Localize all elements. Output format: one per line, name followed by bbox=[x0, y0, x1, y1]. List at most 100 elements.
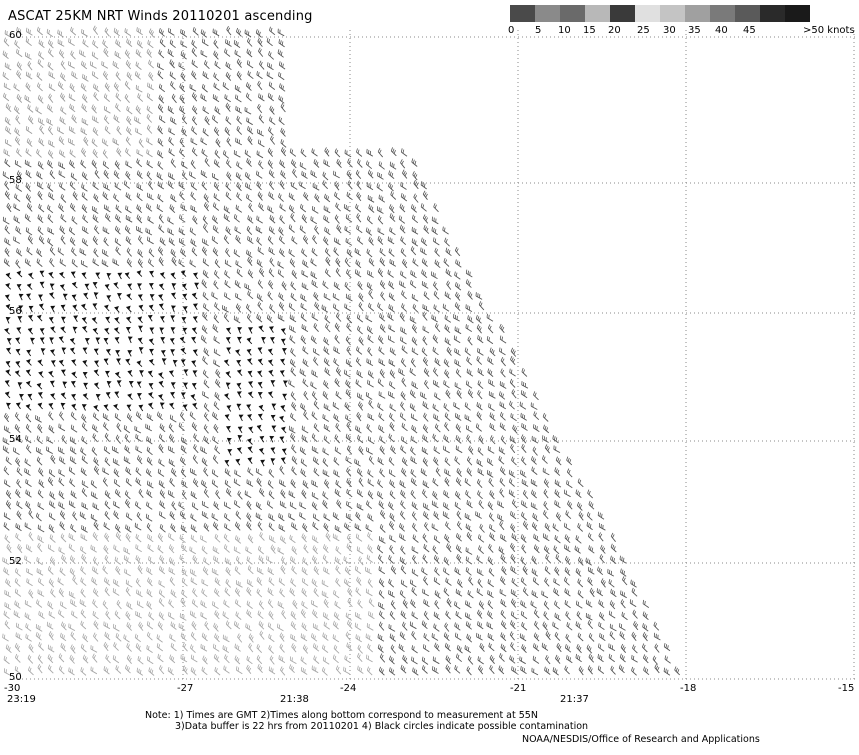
wind-barb bbox=[401, 622, 409, 631]
wind-barb bbox=[126, 72, 135, 80]
wind-barb bbox=[387, 313, 396, 321]
wind-barb bbox=[213, 302, 222, 310]
wind-barb bbox=[433, 555, 442, 563]
wind-barb bbox=[233, 316, 242, 323]
wind-barb bbox=[299, 225, 308, 233]
wind-barb bbox=[137, 359, 145, 367]
wind-barb bbox=[410, 414, 419, 421]
wind-barb bbox=[37, 381, 45, 389]
wind-barb bbox=[144, 424, 153, 431]
wind-barb bbox=[257, 81, 265, 90]
wind-barb bbox=[145, 567, 154, 575]
wind-barb bbox=[248, 369, 255, 377]
wind-barb bbox=[500, 436, 508, 445]
wind-barb bbox=[477, 545, 486, 553]
wind-barb bbox=[80, 534, 89, 541]
wind-barb bbox=[577, 579, 586, 587]
wind-barb bbox=[246, 479, 255, 486]
wind-barb bbox=[15, 489, 23, 498]
wind-barb bbox=[456, 521, 464, 530]
wind-barb bbox=[115, 633, 124, 641]
wind-barb bbox=[278, 302, 286, 311]
wind-barb bbox=[159, 293, 167, 301]
wind-barb bbox=[508, 369, 517, 376]
wind-barb bbox=[57, 203, 66, 211]
wind-barb bbox=[215, 490, 223, 499]
wind-barb bbox=[213, 83, 222, 91]
wind-barb bbox=[420, 468, 429, 476]
wind-barb bbox=[159, 424, 168, 432]
wind-barb bbox=[239, 413, 246, 421]
wind-barb bbox=[434, 590, 443, 598]
wind-barb bbox=[277, 513, 286, 521]
wind-barb bbox=[509, 511, 518, 519]
wind-barb bbox=[455, 445, 464, 452]
wind-barb bbox=[114, 183, 123, 190]
wind-barb bbox=[5, 103, 14, 111]
wind-barb bbox=[356, 236, 365, 244]
wind-barb bbox=[367, 195, 376, 202]
wind-barb bbox=[256, 237, 265, 245]
wind-barb bbox=[235, 161, 244, 169]
wind-barb bbox=[596, 588, 605, 596]
wind-barb bbox=[199, 612, 208, 619]
wind-barb bbox=[509, 379, 517, 388]
wind-barb bbox=[14, 523, 23, 531]
wind-barb bbox=[379, 524, 388, 532]
wind-barb bbox=[291, 236, 300, 244]
wind-barb bbox=[411, 631, 419, 640]
wind-barb bbox=[104, 403, 112, 411]
wind-barb bbox=[333, 457, 342, 465]
wind-barb bbox=[587, 577, 595, 585]
wind-barb bbox=[289, 348, 298, 356]
wind-barb bbox=[134, 544, 143, 551]
wind-barb bbox=[477, 534, 486, 542]
wind-barb bbox=[202, 224, 210, 233]
wind-barb bbox=[68, 467, 77, 475]
wind-barb bbox=[345, 238, 354, 245]
wind-barb bbox=[179, 248, 188, 256]
wind-barb bbox=[488, 568, 497, 576]
wind-barb bbox=[28, 326, 36, 334]
wind-barb bbox=[354, 269, 363, 277]
wind-barb bbox=[37, 118, 46, 125]
wind-barb bbox=[4, 579, 13, 587]
wind-barb bbox=[552, 588, 561, 596]
wind-barb bbox=[179, 457, 188, 465]
wind-barb bbox=[225, 226, 234, 234]
wind-barb bbox=[15, 623, 24, 630]
wind-barb bbox=[464, 348, 473, 356]
wind-barb bbox=[221, 305, 230, 312]
wind-barb bbox=[332, 512, 341, 520]
wind-barb bbox=[454, 633, 463, 640]
wind-barb bbox=[258, 380, 265, 388]
wind-barb bbox=[147, 259, 156, 267]
wind-barb bbox=[299, 369, 308, 376]
wind-barb bbox=[49, 589, 57, 598]
wind-barb bbox=[213, 127, 221, 136]
wind-barb bbox=[444, 324, 453, 332]
wind-barb bbox=[266, 500, 275, 508]
wind-barb bbox=[81, 204, 89, 212]
wind-barb bbox=[325, 257, 333, 266]
wind-barb bbox=[509, 436, 518, 444]
wind-barb bbox=[423, 576, 431, 585]
wind-barb bbox=[25, 194, 33, 203]
wind-barb bbox=[180, 51, 189, 59]
wind-barb bbox=[289, 359, 298, 367]
wind-barb bbox=[455, 435, 464, 443]
wind-barb bbox=[168, 137, 177, 145]
wind-barb bbox=[322, 281, 331, 289]
wind-barb bbox=[57, 247, 66, 255]
wind-barb bbox=[3, 512, 12, 519]
wind-barb bbox=[444, 521, 453, 529]
wind-barb bbox=[357, 600, 365, 609]
wind-barb bbox=[125, 478, 134, 486]
wind-barb bbox=[234, 85, 243, 92]
wind-barb bbox=[531, 556, 539, 564]
wind-barb bbox=[234, 50, 243, 57]
wind-barb bbox=[203, 489, 211, 498]
wind-barb bbox=[258, 555, 267, 563]
wind-barb bbox=[150, 292, 157, 300]
wind-barb bbox=[388, 304, 397, 312]
